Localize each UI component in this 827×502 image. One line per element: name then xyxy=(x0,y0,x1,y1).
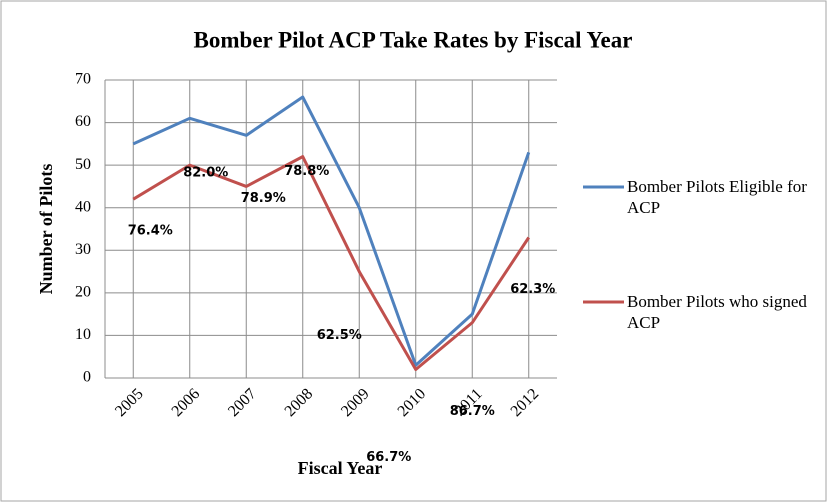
y-tick-label: 40 xyxy=(75,198,91,215)
legend-label: Bomber Pilots Eligible for ACP xyxy=(627,177,807,217)
take-rate-label: 62.5% xyxy=(317,328,362,343)
x-axis-label: Fiscal Year xyxy=(298,458,383,478)
series-line xyxy=(132,155,530,371)
take-rate-label: 78.8% xyxy=(284,164,329,179)
chart-title: Bomber Pilot ACP Take Rates by Fiscal Ye… xyxy=(194,27,633,52)
take-rate-label: 62.3% xyxy=(510,282,555,297)
y-tick-label: 20 xyxy=(75,284,91,301)
y-tick-label: 70 xyxy=(75,71,91,88)
y-tick-label: 30 xyxy=(75,241,91,258)
y-axis-label: Number of Pilots xyxy=(36,164,56,295)
take-rate-label: 76.4% xyxy=(128,224,173,239)
take-rate-label: 66.7% xyxy=(366,450,411,465)
y-tick-label: 50 xyxy=(75,156,91,173)
series-line xyxy=(132,95,531,367)
take-rate-label: 82.0% xyxy=(183,166,228,181)
take-rate-label: 86.7% xyxy=(450,404,495,419)
y-tick-label: 60 xyxy=(75,113,91,130)
y-tick-label: 10 xyxy=(75,326,91,343)
legend-label: Bomber Pilots who signed ACP xyxy=(627,292,807,332)
take-rate-label: 78.9% xyxy=(241,191,286,206)
y-tick-label: 0 xyxy=(83,369,91,386)
